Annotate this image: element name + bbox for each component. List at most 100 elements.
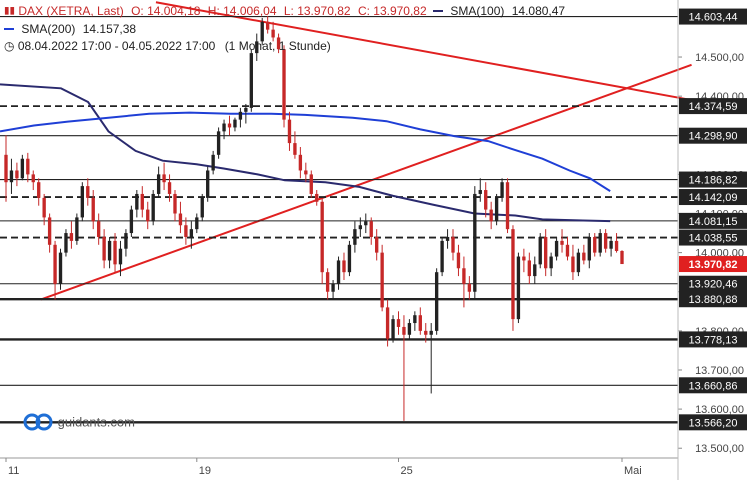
candle-body bbox=[206, 170, 210, 198]
price-badge-label: 14.298,90 bbox=[689, 131, 738, 143]
candle-body bbox=[593, 236, 597, 253]
candle-body bbox=[96, 221, 101, 237]
price-badge bbox=[679, 212, 747, 229]
candle-body bbox=[369, 221, 373, 237]
candle-body bbox=[385, 307, 390, 339]
candle-body bbox=[533, 264, 537, 277]
candle-body bbox=[255, 41, 259, 54]
price-badge bbox=[679, 127, 747, 144]
candle-body bbox=[582, 252, 586, 261]
candle-body bbox=[429, 330, 433, 335]
candle-body bbox=[484, 190, 488, 210]
candle-body bbox=[462, 268, 466, 284]
price-badge bbox=[679, 98, 747, 115]
candle-body bbox=[375, 236, 379, 253]
x-tick-label: 25 bbox=[400, 465, 412, 477]
candle-body bbox=[473, 193, 477, 292]
candle-body bbox=[516, 256, 521, 320]
candle-body bbox=[124, 233, 128, 249]
candle-body bbox=[53, 244, 57, 284]
price-badge bbox=[679, 8, 747, 25]
candle-body bbox=[336, 260, 341, 284]
price-badge bbox=[679, 414, 747, 431]
clock-icon: ◷ bbox=[4, 38, 15, 53]
price-badge-label: 13.660,86 bbox=[689, 380, 738, 392]
candle-body bbox=[478, 190, 482, 194]
candle-body bbox=[233, 119, 237, 128]
candle-body bbox=[167, 182, 172, 194]
price-badge-label: 14.142,09 bbox=[689, 192, 738, 204]
y-tick-label: 13.600,00 bbox=[695, 404, 744, 416]
candle-body bbox=[140, 193, 144, 210]
guidants-logo[interactable]: guidants.com bbox=[22, 412, 135, 432]
price-badge bbox=[679, 171, 747, 188]
candle-body bbox=[31, 174, 35, 183]
candle-body bbox=[20, 158, 25, 179]
candle-body bbox=[244, 107, 248, 112]
price-badge-label: 13.778,13 bbox=[689, 334, 738, 346]
header-row-2: SMA(200) 14.157,38 bbox=[4, 21, 136, 36]
candle-body bbox=[102, 236, 106, 261]
sma200-label: SMA(200) bbox=[21, 21, 76, 36]
candle-body bbox=[424, 330, 428, 335]
y-tick-label: 13.500,00 bbox=[695, 443, 744, 455]
candle-body bbox=[4, 154, 8, 183]
price-badge-label: 13.566,20 bbox=[689, 417, 738, 429]
sma-line-sma200 bbox=[0, 111, 611, 192]
candle-body bbox=[511, 229, 515, 320]
candle-body bbox=[75, 217, 79, 241]
y-tick-label: 13.700,00 bbox=[695, 365, 744, 377]
candle-body bbox=[364, 221, 368, 226]
low-value: L: 13.970,82 bbox=[283, 3, 351, 18]
guidants-logo-icon bbox=[23, 413, 53, 431]
candle-body bbox=[489, 209, 493, 222]
sma100-swatch bbox=[433, 9, 443, 12]
candle-body bbox=[320, 201, 324, 273]
candle-body bbox=[216, 131, 221, 155]
candle-body bbox=[614, 240, 619, 251]
candle-body bbox=[156, 174, 161, 194]
candle-body bbox=[42, 197, 46, 218]
candle-body bbox=[565, 244, 570, 257]
price-badge-label: 14.038,55 bbox=[689, 233, 738, 245]
candle-body bbox=[304, 170, 308, 175]
candle-body bbox=[118, 248, 123, 265]
candle-body bbox=[80, 186, 84, 218]
candle-body bbox=[265, 21, 270, 30]
candle-body bbox=[342, 260, 346, 273]
x-tick-label: 19 bbox=[199, 465, 211, 477]
price-badge bbox=[679, 189, 747, 206]
candle-body bbox=[456, 252, 461, 269]
candle-body bbox=[560, 240, 564, 245]
x-tick-label: Mai bbox=[624, 465, 642, 477]
candle-body bbox=[184, 225, 188, 237]
candle-body bbox=[554, 240, 559, 257]
candle-body bbox=[58, 252, 63, 284]
candle-body bbox=[576, 252, 581, 273]
candle-body bbox=[293, 143, 297, 155]
candle-body bbox=[418, 315, 422, 331]
sma100-value: 14.080,47 bbox=[511, 3, 566, 18]
candle-body bbox=[522, 256, 526, 261]
candlestick-icon: ▮▮ bbox=[4, 5, 16, 17]
candle-body bbox=[64, 233, 68, 253]
price-badge-label: 13.920,46 bbox=[689, 279, 738, 291]
date-range: 08.04.2022 17:00 - 04.05.2022 17:00 bbox=[17, 38, 216, 53]
sma-line-sma100 bbox=[0, 83, 611, 223]
sma200-swatch bbox=[4, 27, 14, 30]
candle-body bbox=[434, 272, 439, 331]
candle-body bbox=[107, 240, 112, 261]
candle-body bbox=[151, 193, 155, 222]
candle-body bbox=[189, 229, 194, 237]
candle-body bbox=[500, 182, 504, 198]
candle-body bbox=[494, 197, 499, 222]
y-tick-label: 14.500,00 bbox=[695, 52, 744, 64]
candle-body bbox=[26, 158, 30, 175]
x-tick-label: 11 bbox=[8, 465, 19, 477]
candle-body bbox=[440, 240, 444, 273]
candle-body bbox=[260, 21, 264, 42]
candle-body bbox=[402, 326, 406, 335]
sma200-value: 14.157,38 bbox=[82, 21, 137, 36]
